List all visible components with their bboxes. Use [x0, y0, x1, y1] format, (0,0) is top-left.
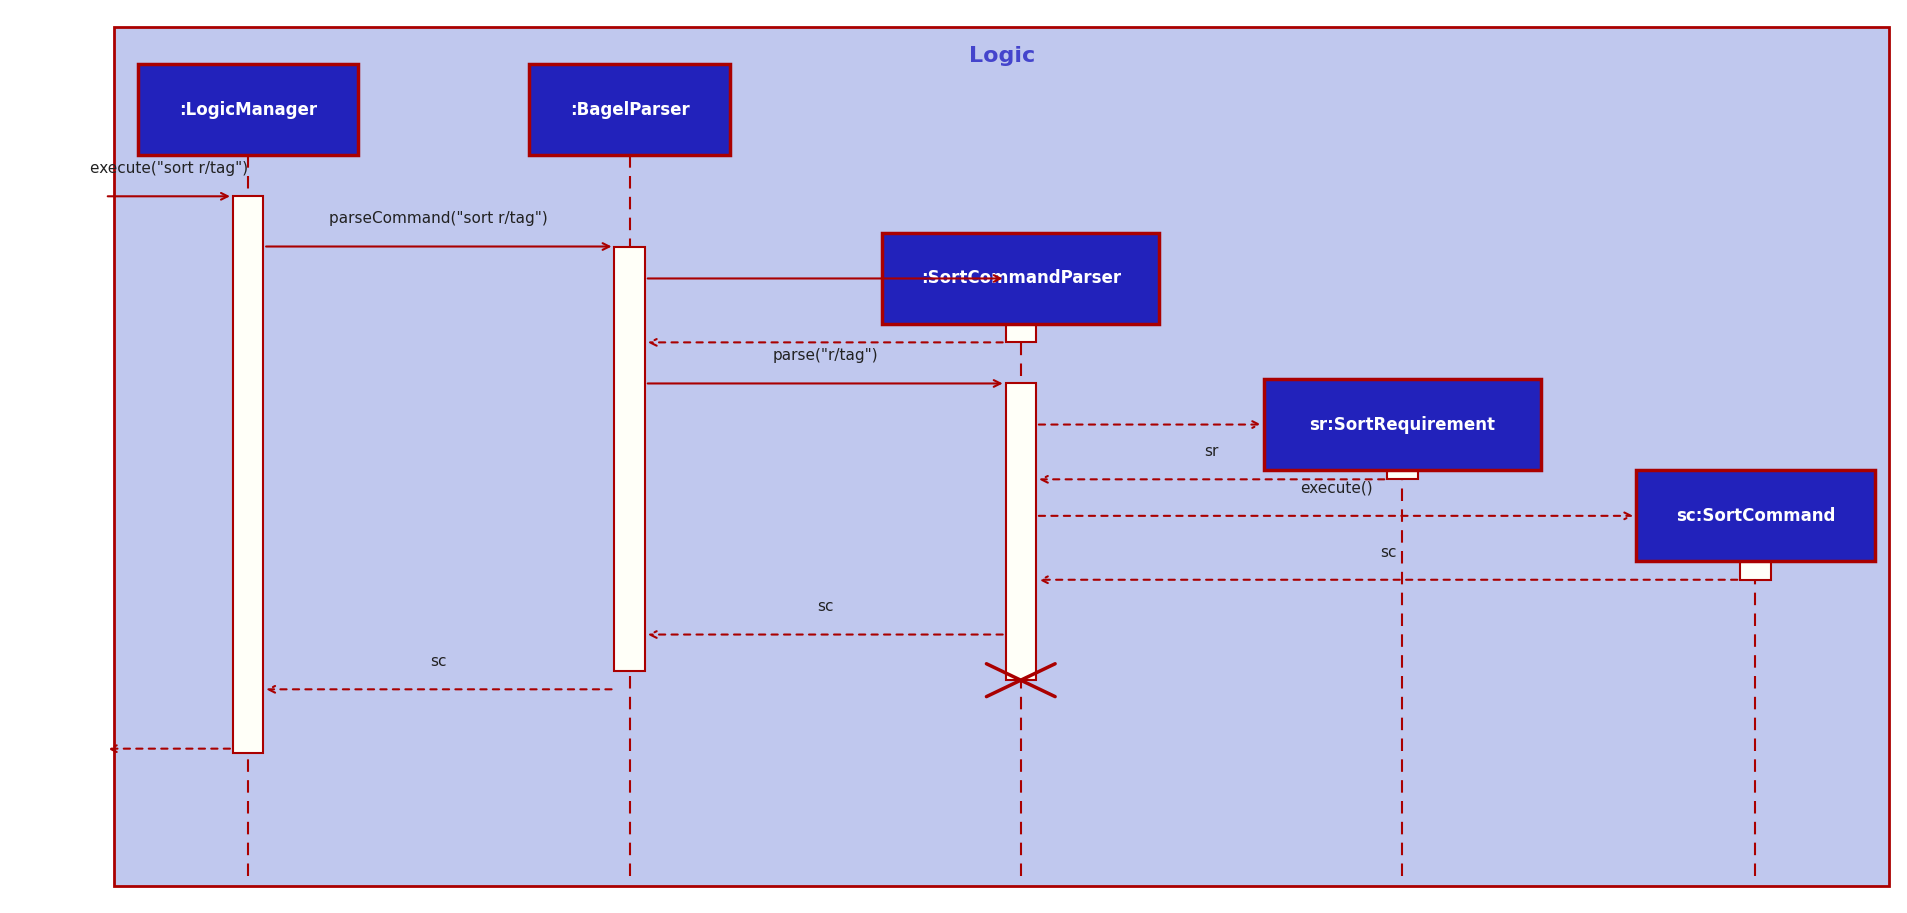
Bar — [1262, 379, 1541, 470]
Text: sr:SortRequirement: sr:SortRequirement — [1308, 415, 1495, 434]
Text: :LogicManager: :LogicManager — [179, 100, 317, 119]
Text: sc:SortCommand: sc:SortCommand — [1674, 507, 1835, 525]
Text: sr: sr — [1203, 445, 1219, 459]
Bar — [233, 196, 263, 753]
Text: execute(): execute() — [1299, 481, 1371, 496]
Bar — [881, 233, 1158, 324]
Bar — [1636, 470, 1873, 561]
Text: :SortCommandParser: :SortCommandParser — [921, 269, 1119, 288]
Bar — [139, 64, 359, 155]
Bar — [530, 64, 728, 155]
Text: parseCommand("sort r/tag"): parseCommand("sort r/tag") — [330, 212, 547, 226]
Text: :BagelParser: :BagelParser — [570, 100, 688, 119]
Text: parse("r/tag"): parse("r/tag") — [772, 349, 877, 363]
Bar — [1739, 516, 1770, 580]
Text: execute("sort r/tag"): execute("sort r/tag") — [90, 162, 248, 176]
Bar — [614, 247, 645, 671]
Text: Logic: Logic — [969, 46, 1034, 66]
Text: sc: sc — [1379, 545, 1396, 560]
Text: sc: sc — [816, 600, 833, 614]
Bar — [1005, 383, 1036, 680]
Bar — [1005, 278, 1036, 342]
Bar — [1386, 425, 1417, 479]
Text: sc: sc — [431, 655, 446, 669]
